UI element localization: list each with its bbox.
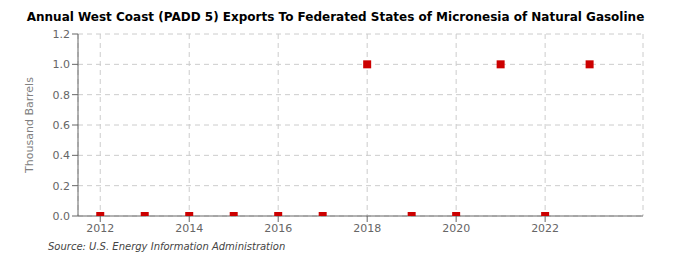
svg-text:0.4: 0.4 [53,149,71,162]
svg-text:Thousand Barrels: Thousand Barrels [23,77,36,174]
svg-text:0.2: 0.2 [53,180,71,193]
svg-text:0.8: 0.8 [53,89,71,102]
svg-text:0.0: 0.0 [53,210,71,223]
svg-text:2012: 2012 [86,222,114,235]
svg-text:1.2: 1.2 [53,28,71,41]
svg-text:2020: 2020 [442,222,470,235]
svg-text:2022: 2022 [531,222,559,235]
html-text:Annual West Coast (PADD 5) Exp: Annual West Coast (PADD 5) Exports To Fe… [26,10,645,24]
html-text:Source: U.S. Energy Informatio: Source: U.S. Energy Information Administ… [48,241,286,252]
svg-text:2014: 2014 [175,222,203,235]
svg-text:0.6: 0.6 [53,119,71,132]
svg-text:2018: 2018 [353,222,381,235]
svg-text:1.0: 1.0 [53,58,71,71]
svg-text:2016: 2016 [264,222,292,235]
